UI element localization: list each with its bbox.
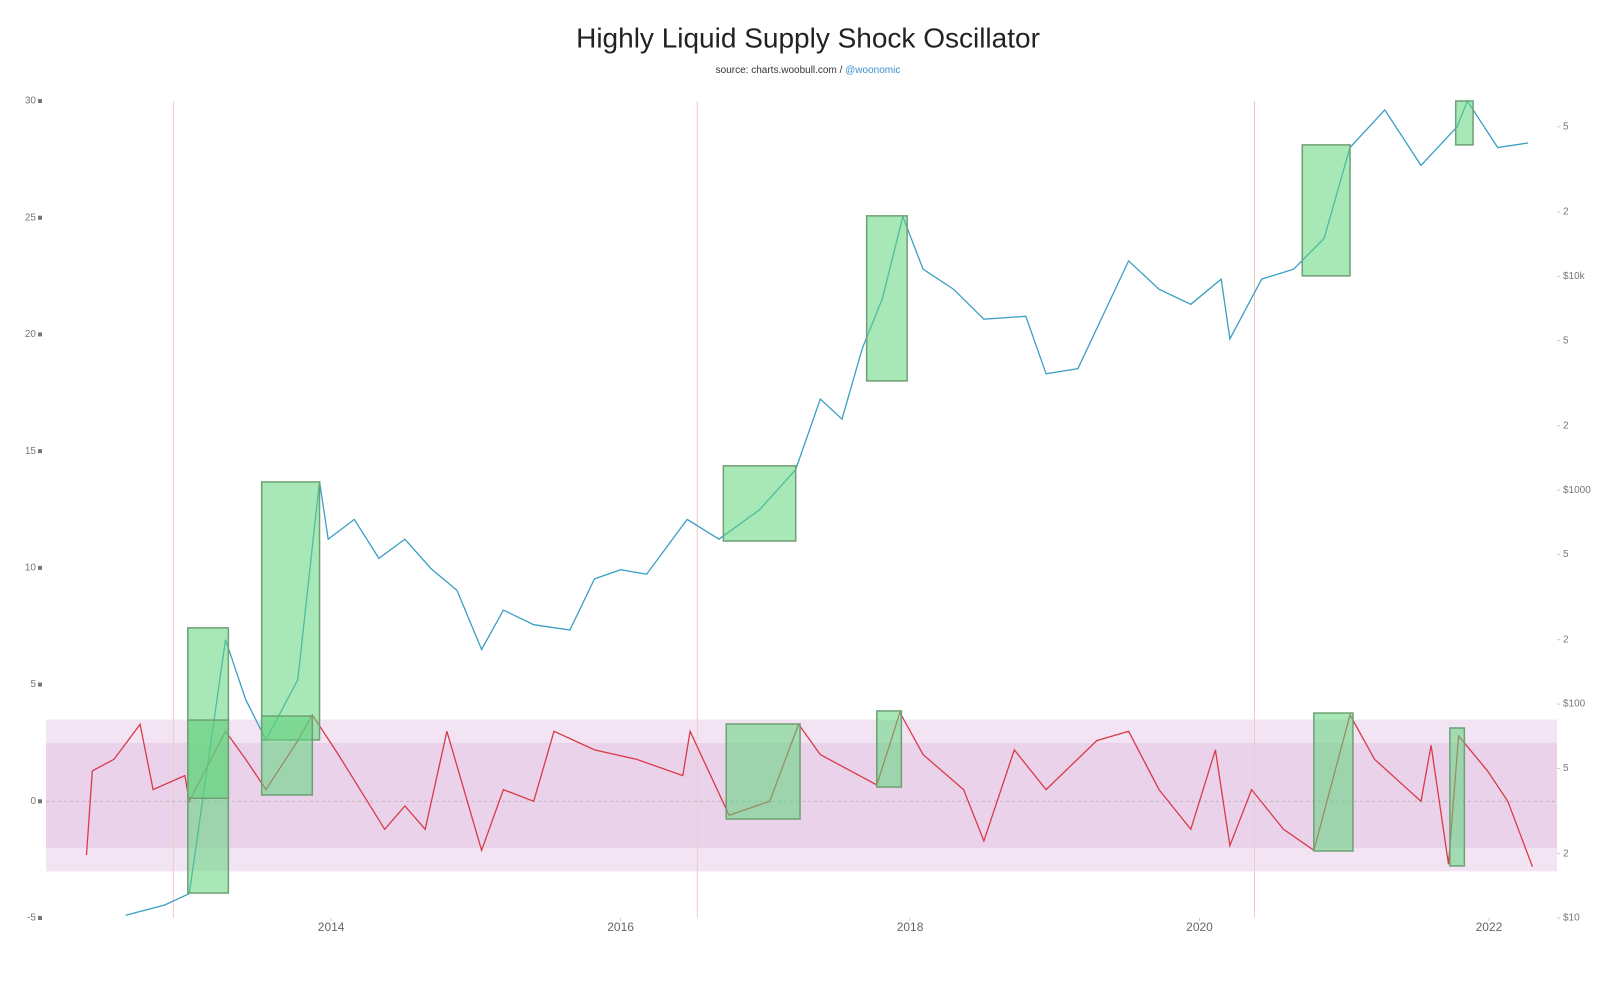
y-tick-label: 25 xyxy=(25,212,37,223)
series-line xyxy=(125,99,1529,916)
x-tick-label: 2020 xyxy=(1186,920,1213,934)
highlight-box xyxy=(725,723,801,820)
highlight-box xyxy=(1301,144,1351,277)
y2-tick-label: 2 xyxy=(1563,420,1569,431)
x-tick-label: 2018 xyxy=(897,920,924,934)
highlight-box xyxy=(187,719,230,800)
highlight-box xyxy=(260,481,321,741)
chart-source: source: charts.woobull.com / @woonomic xyxy=(716,65,901,76)
y-tick-mark xyxy=(38,916,42,920)
highlight-box xyxy=(1454,100,1474,146)
y-tick-mark xyxy=(38,565,42,570)
y-tick-mark xyxy=(38,215,42,220)
y2-tick-label: $1000 xyxy=(1563,485,1591,496)
y-tick-label: 0 xyxy=(30,796,36,807)
y-tick-mark xyxy=(38,332,42,337)
x-tick-label: 2022 xyxy=(1476,920,1503,934)
highlight-box xyxy=(1449,727,1466,867)
y2-tick-label: 5 xyxy=(1563,335,1569,346)
y-tick-label: 30 xyxy=(25,96,37,107)
highlight-box xyxy=(876,710,903,788)
source-handle: @woonomic xyxy=(845,65,900,76)
y2-tick-label: $10 xyxy=(1563,913,1580,924)
highlight-box xyxy=(722,465,797,542)
y2-tick-label: 2 xyxy=(1563,634,1569,645)
highlight-box xyxy=(865,215,908,382)
y-tick-label: 20 xyxy=(25,329,37,340)
y-tick-label: -5 xyxy=(27,913,36,924)
y2-tick-label: 2 xyxy=(1563,207,1569,218)
y2-tick-label: $100 xyxy=(1563,699,1586,710)
highlight-box xyxy=(260,715,314,796)
y2-tick-label: 2 xyxy=(1563,848,1569,859)
y-tick-mark xyxy=(38,799,42,804)
x-tick-label: 2016 xyxy=(607,920,634,934)
y-tick-label: 5 xyxy=(30,679,36,690)
x-tick-label: 2014 xyxy=(318,920,345,934)
y2-tick-label: 5 xyxy=(1563,763,1569,774)
y2-tick-label: 5 xyxy=(1563,549,1569,560)
y2-tick-label: 5 xyxy=(1563,121,1569,132)
y-tick-mark xyxy=(38,449,42,454)
source-text: source: charts.woobull.com / xyxy=(716,65,843,76)
chart-title: Highly Liquid Supply Shock Oscillator xyxy=(576,22,1040,53)
y-tick-label: 15 xyxy=(25,446,37,457)
y-tick-mark xyxy=(38,99,42,103)
y-tick-mark xyxy=(38,682,42,687)
highlight-box xyxy=(1313,712,1354,852)
y2-tick-label: $10k xyxy=(1563,271,1586,282)
y-tick-label: 10 xyxy=(25,562,37,573)
